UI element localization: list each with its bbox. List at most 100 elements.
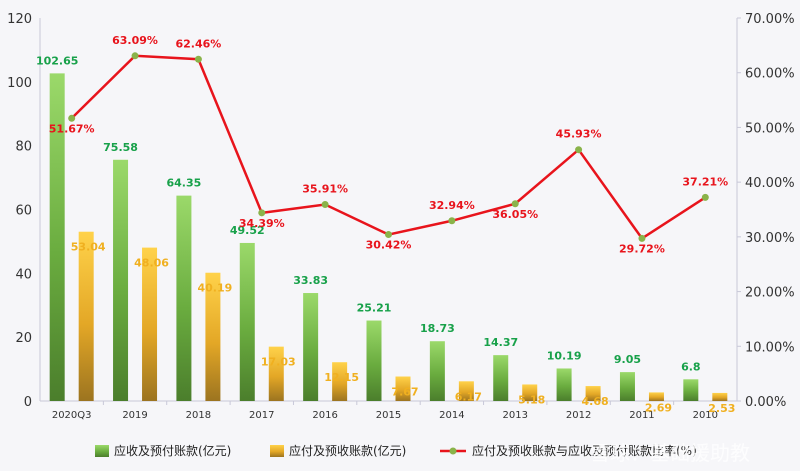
bar-payables (268, 346, 284, 401)
ratio-line (68, 52, 709, 242)
x-tick-label: 2010 (693, 410, 718, 421)
bar-payables (142, 247, 158, 401)
data-label-receivables: 18.73 (420, 322, 455, 335)
bar-payables (395, 376, 411, 401)
legend-label-receivables: 应收及预付账款(亿元) (114, 443, 231, 458)
data-label-payables: 6.17 (455, 390, 482, 403)
data-label-payables: 7.67 (391, 386, 418, 399)
legend-swatch-payables (270, 445, 284, 457)
data-label-ratio: 45.93% (556, 128, 602, 141)
x-tick-label: 2015 (376, 410, 401, 421)
bar-payables (458, 381, 474, 401)
bar-receivables (429, 341, 445, 401)
x-tick-label: 2013 (503, 410, 528, 421)
ratio-point (131, 52, 139, 60)
data-label-receivables: 49.52 (230, 224, 265, 237)
x-tick-label: 2019 (122, 410, 147, 421)
data-label-receivables: 25.21 (357, 302, 392, 315)
left-tick-label: 100 (7, 76, 32, 91)
data-label-payables: 2.53 (708, 402, 735, 415)
ratio-point (575, 146, 583, 154)
data-label-payables: 5.18 (518, 393, 545, 406)
bar-receivables (49, 73, 65, 401)
left-tick-label: 120 (7, 12, 32, 27)
ratio-point (68, 114, 76, 122)
data-label-ratio: 36.05% (492, 208, 538, 221)
legend: 应收及预付账款(亿元) 应付及预收账款(亿元) 应付及预收账款与应收及预付账款比率(… (95, 443, 697, 458)
x-tick-label: 2020Q3 (52, 410, 92, 421)
data-label-payables: 53.04 (71, 241, 106, 254)
legend-label-ratio: 应付及预收账款与应收及预付账款比率(%) (472, 443, 697, 458)
x-tick-label: 2016 (312, 410, 337, 421)
bar-receivables (239, 242, 255, 401)
bars (49, 73, 728, 401)
right-tick-label: 30.00% (745, 231, 795, 246)
right-tick-label: 40.00% (745, 176, 795, 191)
right-tick-label: 20.00% (745, 286, 795, 301)
right-tick-label: 60.00% (745, 67, 795, 82)
bar-receivables (556, 368, 572, 401)
right-tick-label: 0.00% (745, 395, 786, 410)
bar-payables (205, 272, 221, 401)
data-label-payables: 4.68 (582, 395, 609, 408)
ratio-point (638, 234, 646, 242)
right-tick-label: 70.00% (745, 12, 795, 27)
left-tick-label: 80 (15, 140, 32, 155)
data-label-receivables: 9.05 (614, 353, 641, 366)
data-label-ratio: 30.42% (366, 239, 412, 252)
left-tick-label: 40 (15, 267, 32, 282)
x-tick-label: 2018 (186, 410, 211, 421)
data-labels: 102.65 53.04 75.58 48.06 64.35 40.19 49.52 17.0… (36, 34, 735, 415)
bar-receivables (493, 355, 509, 401)
data-label-receivables: 75.58 (103, 141, 138, 154)
x-tick-label: 2011 (629, 410, 654, 421)
ratio-point (511, 200, 519, 208)
data-label-ratio: 37.21% (682, 175, 728, 188)
ratio-point (321, 201, 329, 209)
x-tick-label: 2017 (249, 410, 274, 421)
legend-label-payables: 应付及预收账款(亿元) (289, 443, 406, 458)
ratio-point (448, 217, 456, 225)
left-tick-label: 0 (24, 395, 32, 410)
legend-swatch-receivables (95, 445, 109, 457)
data-label-payables: 48.06 (134, 257, 169, 270)
ratio-point (385, 231, 392, 239)
data-label-ratio: 35.91% (302, 183, 348, 196)
bar-payables (78, 231, 94, 401)
bar-receivables (619, 372, 635, 401)
data-label-ratio: 51.67% (49, 122, 95, 135)
data-label-payables: 17.03 (261, 356, 296, 369)
data-label-ratio: 34.39% (239, 217, 285, 230)
data-label-ratio: 29.72% (619, 242, 665, 255)
data-label-receivables: 6.8 (681, 360, 701, 373)
right-tick-label: 10.00% (745, 340, 795, 355)
bar-payables (712, 392, 728, 401)
data-label-receivables: 10.19 (547, 349, 582, 362)
left-tick-label: 60 (15, 204, 32, 219)
data-label-ratio: 62.46% (175, 37, 221, 50)
data-label-payables: 12.15 (324, 371, 359, 384)
bar-receivables (113, 159, 129, 401)
watermark: 雪球：基础援助教 (590, 441, 750, 465)
bar-receivables (366, 320, 382, 401)
right-tick-label: 50.00% (745, 121, 795, 136)
bar-receivables (176, 195, 192, 401)
data-label-ratio: 32.94% (429, 199, 475, 212)
data-label-receivables: 14.37 (483, 336, 518, 349)
data-label-receivables: 64.35 (167, 177, 202, 190)
data-label-receivables: 33.83 (293, 274, 328, 287)
x-tick-label: 2012 (566, 410, 591, 421)
left-tick-label: 20 (15, 331, 32, 346)
bar-payables (522, 384, 538, 401)
legend-swatch-ratio-point (449, 447, 457, 455)
bar-receivables (683, 379, 699, 401)
bar-payables (332, 362, 348, 401)
x-tick-label: 2014 (439, 410, 464, 421)
bar-receivables (303, 293, 319, 401)
data-label-ratio: 63.09% (112, 34, 158, 47)
ratio-point (258, 209, 266, 217)
data-label-payables: 40.19 (198, 282, 233, 295)
ratio-point (194, 55, 202, 63)
bar-payables (585, 386, 601, 401)
